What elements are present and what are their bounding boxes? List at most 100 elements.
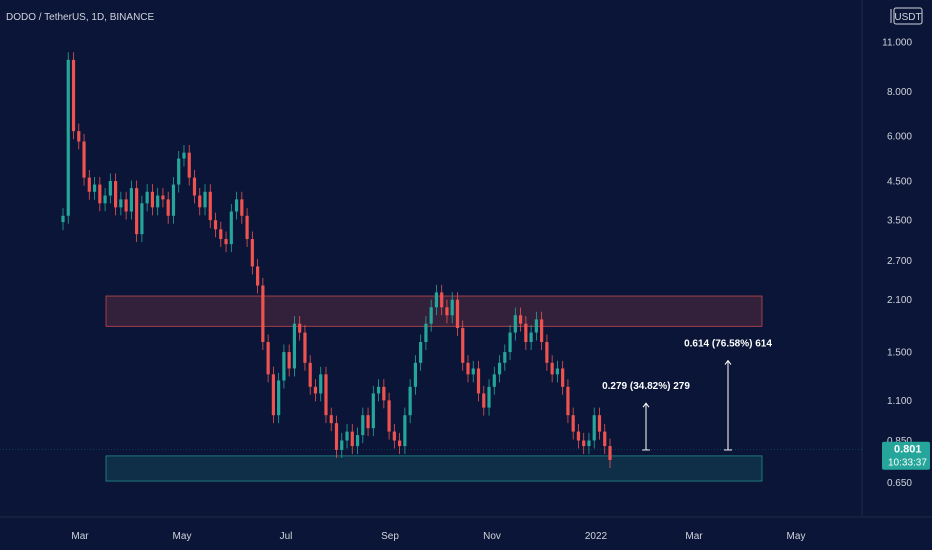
candle-body <box>555 368 560 375</box>
candle-body <box>508 332 512 353</box>
ticks-layer: 11.000 8.000 6.000 4.500 3.500 2.700 2.100 1.50… <box>882 37 912 488</box>
candle-body <box>82 141 86 178</box>
price-tick-label: 11.000 <box>882 37 912 48</box>
candle-body <box>434 292 439 308</box>
time-tick-label: May <box>173 531 192 542</box>
measure-arrow-head <box>724 359 732 365</box>
current-price-countdown: 10:33:37 <box>888 458 927 469</box>
candle-body <box>424 323 428 343</box>
zone-support[interactable] <box>105 455 763 482</box>
current-price-value: 0.801 <box>894 444 922 456</box>
candle-body <box>566 386 570 416</box>
candle-body <box>245 215 249 240</box>
time-tick-label: 2022 <box>585 531 608 542</box>
candles-layer <box>61 52 612 468</box>
candle-body <box>597 415 602 432</box>
candle-body <box>277 380 281 416</box>
candle-body <box>113 181 118 208</box>
candle-body <box>177 158 181 185</box>
candle-body <box>287 352 291 369</box>
price-tick-label: 2.700 <box>887 256 912 267</box>
candle-body <box>382 386 386 401</box>
candle-body <box>292 323 297 369</box>
candle-body <box>135 188 139 235</box>
candle-body <box>282 352 286 381</box>
time-tick-label: Mar <box>685 531 703 542</box>
candle-body <box>319 374 323 394</box>
candle-body <box>87 177 91 192</box>
plot-area[interactable] <box>0 0 862 517</box>
candle-body <box>518 315 523 324</box>
zones-layer <box>105 295 763 482</box>
currency-selector[interactable]: USDT <box>890 7 923 25</box>
candle-body <box>298 323 302 333</box>
candle-body <box>419 342 423 363</box>
candle-body <box>156 195 160 208</box>
candle-body <box>92 184 97 192</box>
candle-body <box>103 195 107 204</box>
currency-badge <box>893 7 923 25</box>
candle-body <box>398 440 402 447</box>
candle-body <box>592 415 596 441</box>
candle-body <box>492 374 496 387</box>
candle-body <box>77 131 81 142</box>
candle-body <box>576 431 581 441</box>
measure-arrow-head <box>642 402 650 408</box>
candle-body <box>187 152 191 178</box>
candle-body <box>534 319 538 333</box>
candle-body <box>224 239 228 245</box>
candle-body <box>229 211 233 245</box>
price-tick-label: 8.000 <box>887 87 912 98</box>
chart-title: DODO / TetherUS, 1D, BINANCE <box>6 12 155 23</box>
price-tick-label: 1.500 <box>887 348 912 359</box>
time-labels-layer: Mar May Jul Sep Nov 2022 Mar May <box>71 531 805 542</box>
candle-body <box>150 191 155 208</box>
candle-body <box>266 342 270 375</box>
candle-body <box>608 446 612 460</box>
candle-body <box>466 362 470 375</box>
candle-body <box>145 191 149 204</box>
candle-body <box>361 415 365 436</box>
time-tick-label: Sep <box>381 531 399 542</box>
candle-body <box>476 368 481 394</box>
candle-body <box>66 59 70 216</box>
candle-body <box>140 203 144 235</box>
candle-body <box>303 332 307 363</box>
candle-body <box>582 440 586 447</box>
candle-body <box>234 199 239 212</box>
candle-body <box>355 435 360 447</box>
candle-body <box>497 362 502 375</box>
candle-body <box>371 393 375 429</box>
candle-body <box>213 220 218 230</box>
candle-body <box>61 215 65 223</box>
candle-body <box>450 299 454 316</box>
candle-body <box>108 181 112 196</box>
time-tick-label: Mar <box>71 531 89 542</box>
candle-body <box>161 195 165 200</box>
price-tick-label: 6.000 <box>887 132 912 143</box>
zone-resistance[interactable] <box>105 295 763 327</box>
time-axis[interactable] <box>0 517 862 550</box>
candle-body <box>313 386 318 394</box>
candle-body <box>403 415 407 447</box>
candle-body <box>482 393 486 408</box>
candle-body <box>271 374 275 416</box>
candle-body <box>324 374 328 416</box>
current-price-badge <box>882 441 930 470</box>
candle-body <box>503 352 507 363</box>
candle-body <box>340 440 344 450</box>
candle-body <box>413 362 417 387</box>
candle-body <box>329 415 333 424</box>
candle-body <box>192 177 197 196</box>
candle-body <box>98 184 102 204</box>
candle-body <box>471 368 475 375</box>
candle-body <box>376 386 381 394</box>
price-tick-label: 2.100 <box>887 295 912 306</box>
time-tick-label: May <box>787 531 806 542</box>
candle-body <box>308 362 312 387</box>
price-tick-label: 1.100 <box>887 396 912 407</box>
candle-body <box>445 307 449 316</box>
candle-body <box>392 431 396 441</box>
candle-body <box>334 423 339 450</box>
